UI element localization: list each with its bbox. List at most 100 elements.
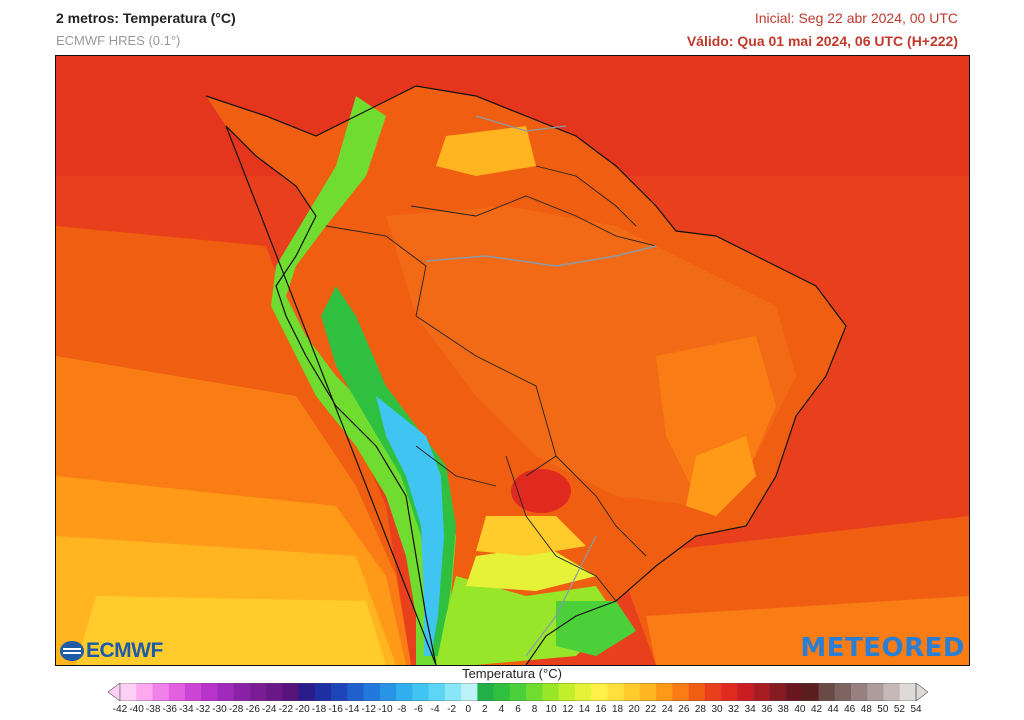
- colorbar-segment: [591, 683, 608, 701]
- colorbar-tick-label: 34: [744, 704, 756, 715]
- colorbar-segment: [737, 683, 754, 701]
- colorbar-segment: [412, 683, 429, 701]
- colorbar-segment: [428, 683, 446, 701]
- temperature-map[interactable]: ECMWF METEORED: [55, 55, 970, 666]
- colorbar-tick-label: 30: [711, 704, 723, 715]
- colorbar-tick-label: 6: [515, 704, 521, 715]
- colorbar-segment: [526, 683, 543, 701]
- colorbar-tick-label: -42: [112, 704, 128, 715]
- colorbar-min-arrow: [108, 683, 121, 701]
- map-canvas: [56, 56, 969, 665]
- colorbar-tick-label: 24: [661, 704, 673, 715]
- ecmwf-logo: ECMWF: [60, 639, 163, 663]
- colorbar-tick-label: 44: [827, 704, 839, 715]
- colorbar-tick-label: 10: [545, 704, 557, 715]
- colorbar-segment: [883, 683, 901, 701]
- pampas-yellow: [466, 546, 596, 591]
- colorbar-segment: [607, 683, 624, 701]
- colorbar-tick-label: -2: [447, 704, 457, 715]
- colorbar-tick-label: -18: [311, 704, 327, 715]
- andes-green: [271, 96, 456, 665]
- colorbar-tick-label: -40: [129, 704, 144, 715]
- colorbar-tick-label: 22: [645, 704, 657, 715]
- colorbar-tick-label: 36: [761, 704, 773, 715]
- uruguay-area: [556, 601, 636, 656]
- colorbar-segment: [120, 683, 137, 701]
- colorbar-segment: [672, 683, 689, 701]
- colorbar-tick-label: -20: [295, 704, 310, 715]
- andes-cold: [376, 396, 444, 656]
- colorbar-tick-label: -32: [195, 704, 211, 715]
- colorbar-tick-label: -16: [328, 704, 343, 715]
- colorbar-tick-label: 20: [628, 704, 640, 715]
- colorbar-segment: [639, 683, 657, 701]
- colorbar-segment: [249, 683, 267, 701]
- colorbar-segment: [802, 683, 819, 701]
- minas-highlands: [686, 436, 756, 516]
- colorbar-tick-label: 8: [531, 704, 538, 715]
- amazon-river: [425, 245, 657, 267]
- colorbar-tick-label: 46: [844, 704, 856, 715]
- map-title: 2 metros: Temperatura (°C): [56, 10, 236, 26]
- colorbar-segment: [818, 683, 836, 701]
- colorbar-segment: [769, 683, 787, 701]
- colorbar-segment: [704, 683, 722, 701]
- colorbar-segment: [168, 683, 186, 701]
- colorbar-segment: [233, 683, 251, 701]
- colorbar-tick-label: 42: [810, 704, 823, 715]
- colorbar-tick-label: 16: [595, 704, 607, 715]
- colorbar-tick-label: 40: [794, 704, 806, 715]
- colorbar-tick-label: -34: [179, 704, 194, 715]
- ecmwf-logo-text: ECMWF: [86, 639, 163, 662]
- colorbar-segment: [266, 683, 283, 701]
- colorbar-segment: [152, 683, 170, 701]
- colorbar-tick-label: -8: [397, 704, 407, 715]
- pacific-south-yellow: [76, 596, 386, 665]
- argentina-north: [476, 516, 586, 556]
- colorbar-segment: [184, 683, 202, 701]
- colorbar-segment: [656, 683, 673, 701]
- colorbar-segment: [786, 683, 803, 701]
- colorbar-tick-label: -12: [361, 704, 376, 715]
- guiana-highlands: [436, 126, 536, 176]
- colorbar-segment: [542, 683, 559, 701]
- colorbar-segment: [298, 683, 316, 701]
- colorbar-tick-label: 12: [562, 704, 574, 715]
- colorbar-segment: [688, 683, 706, 701]
- colorbar-segment: [493, 683, 511, 701]
- colorbar-tick-label: -36: [162, 704, 177, 715]
- model-label: ECMWF HRES (0.1°): [56, 33, 181, 48]
- colorbar-segment: [331, 683, 348, 701]
- colorbar-segment: [477, 683, 494, 701]
- colorbar-tick-label: -26: [245, 704, 260, 715]
- colorbar-tick-label: 50: [877, 704, 889, 715]
- colorbar-segment: [282, 683, 299, 701]
- colorbar-tick-label: 14: [578, 704, 590, 715]
- colorbar-max-arrow: [915, 683, 928, 701]
- colorbar-tick-label: -38: [145, 704, 161, 715]
- colorbar-segment: [201, 683, 218, 701]
- chaco-hot-spot: [511, 469, 571, 513]
- meteored-logo: METEORED: [800, 633, 965, 663]
- coastline: [205, 85, 847, 665]
- colorbar-tick-label: 26: [678, 704, 690, 715]
- colorbar-tick-label: 52: [893, 704, 905, 715]
- colorbar-segment: [867, 683, 884, 701]
- colorbar-ticks: -42 -40 -38 -36 -34 -32 -30 -28 -26 -24 -22 -20 -18-…: [0, 704, 1024, 718]
- colorbar-tick-label: 4: [498, 704, 505, 715]
- colorbar-tick-label: 2: [482, 704, 488, 715]
- colorbar-segment: [444, 683, 462, 701]
- colorbar-tick-label: -22: [278, 704, 294, 715]
- andes-core: [321, 286, 456, 656]
- atlantic-far-south: [646, 596, 969, 665]
- colorbar-title: Temperatura (°C): [462, 666, 562, 681]
- colorbar-tick-label: 18: [611, 704, 624, 715]
- colorbar-tick-label: -4: [430, 704, 440, 715]
- colorbar-tick-label: -14: [344, 704, 360, 715]
- colorbar-segment: [314, 683, 332, 701]
- colorbar-segment: [574, 683, 592, 701]
- colorbar-segment: [363, 683, 381, 701]
- parana-river: [525, 535, 597, 657]
- colorbar-segment: [347, 683, 364, 701]
- colorbar-segment: [558, 683, 576, 701]
